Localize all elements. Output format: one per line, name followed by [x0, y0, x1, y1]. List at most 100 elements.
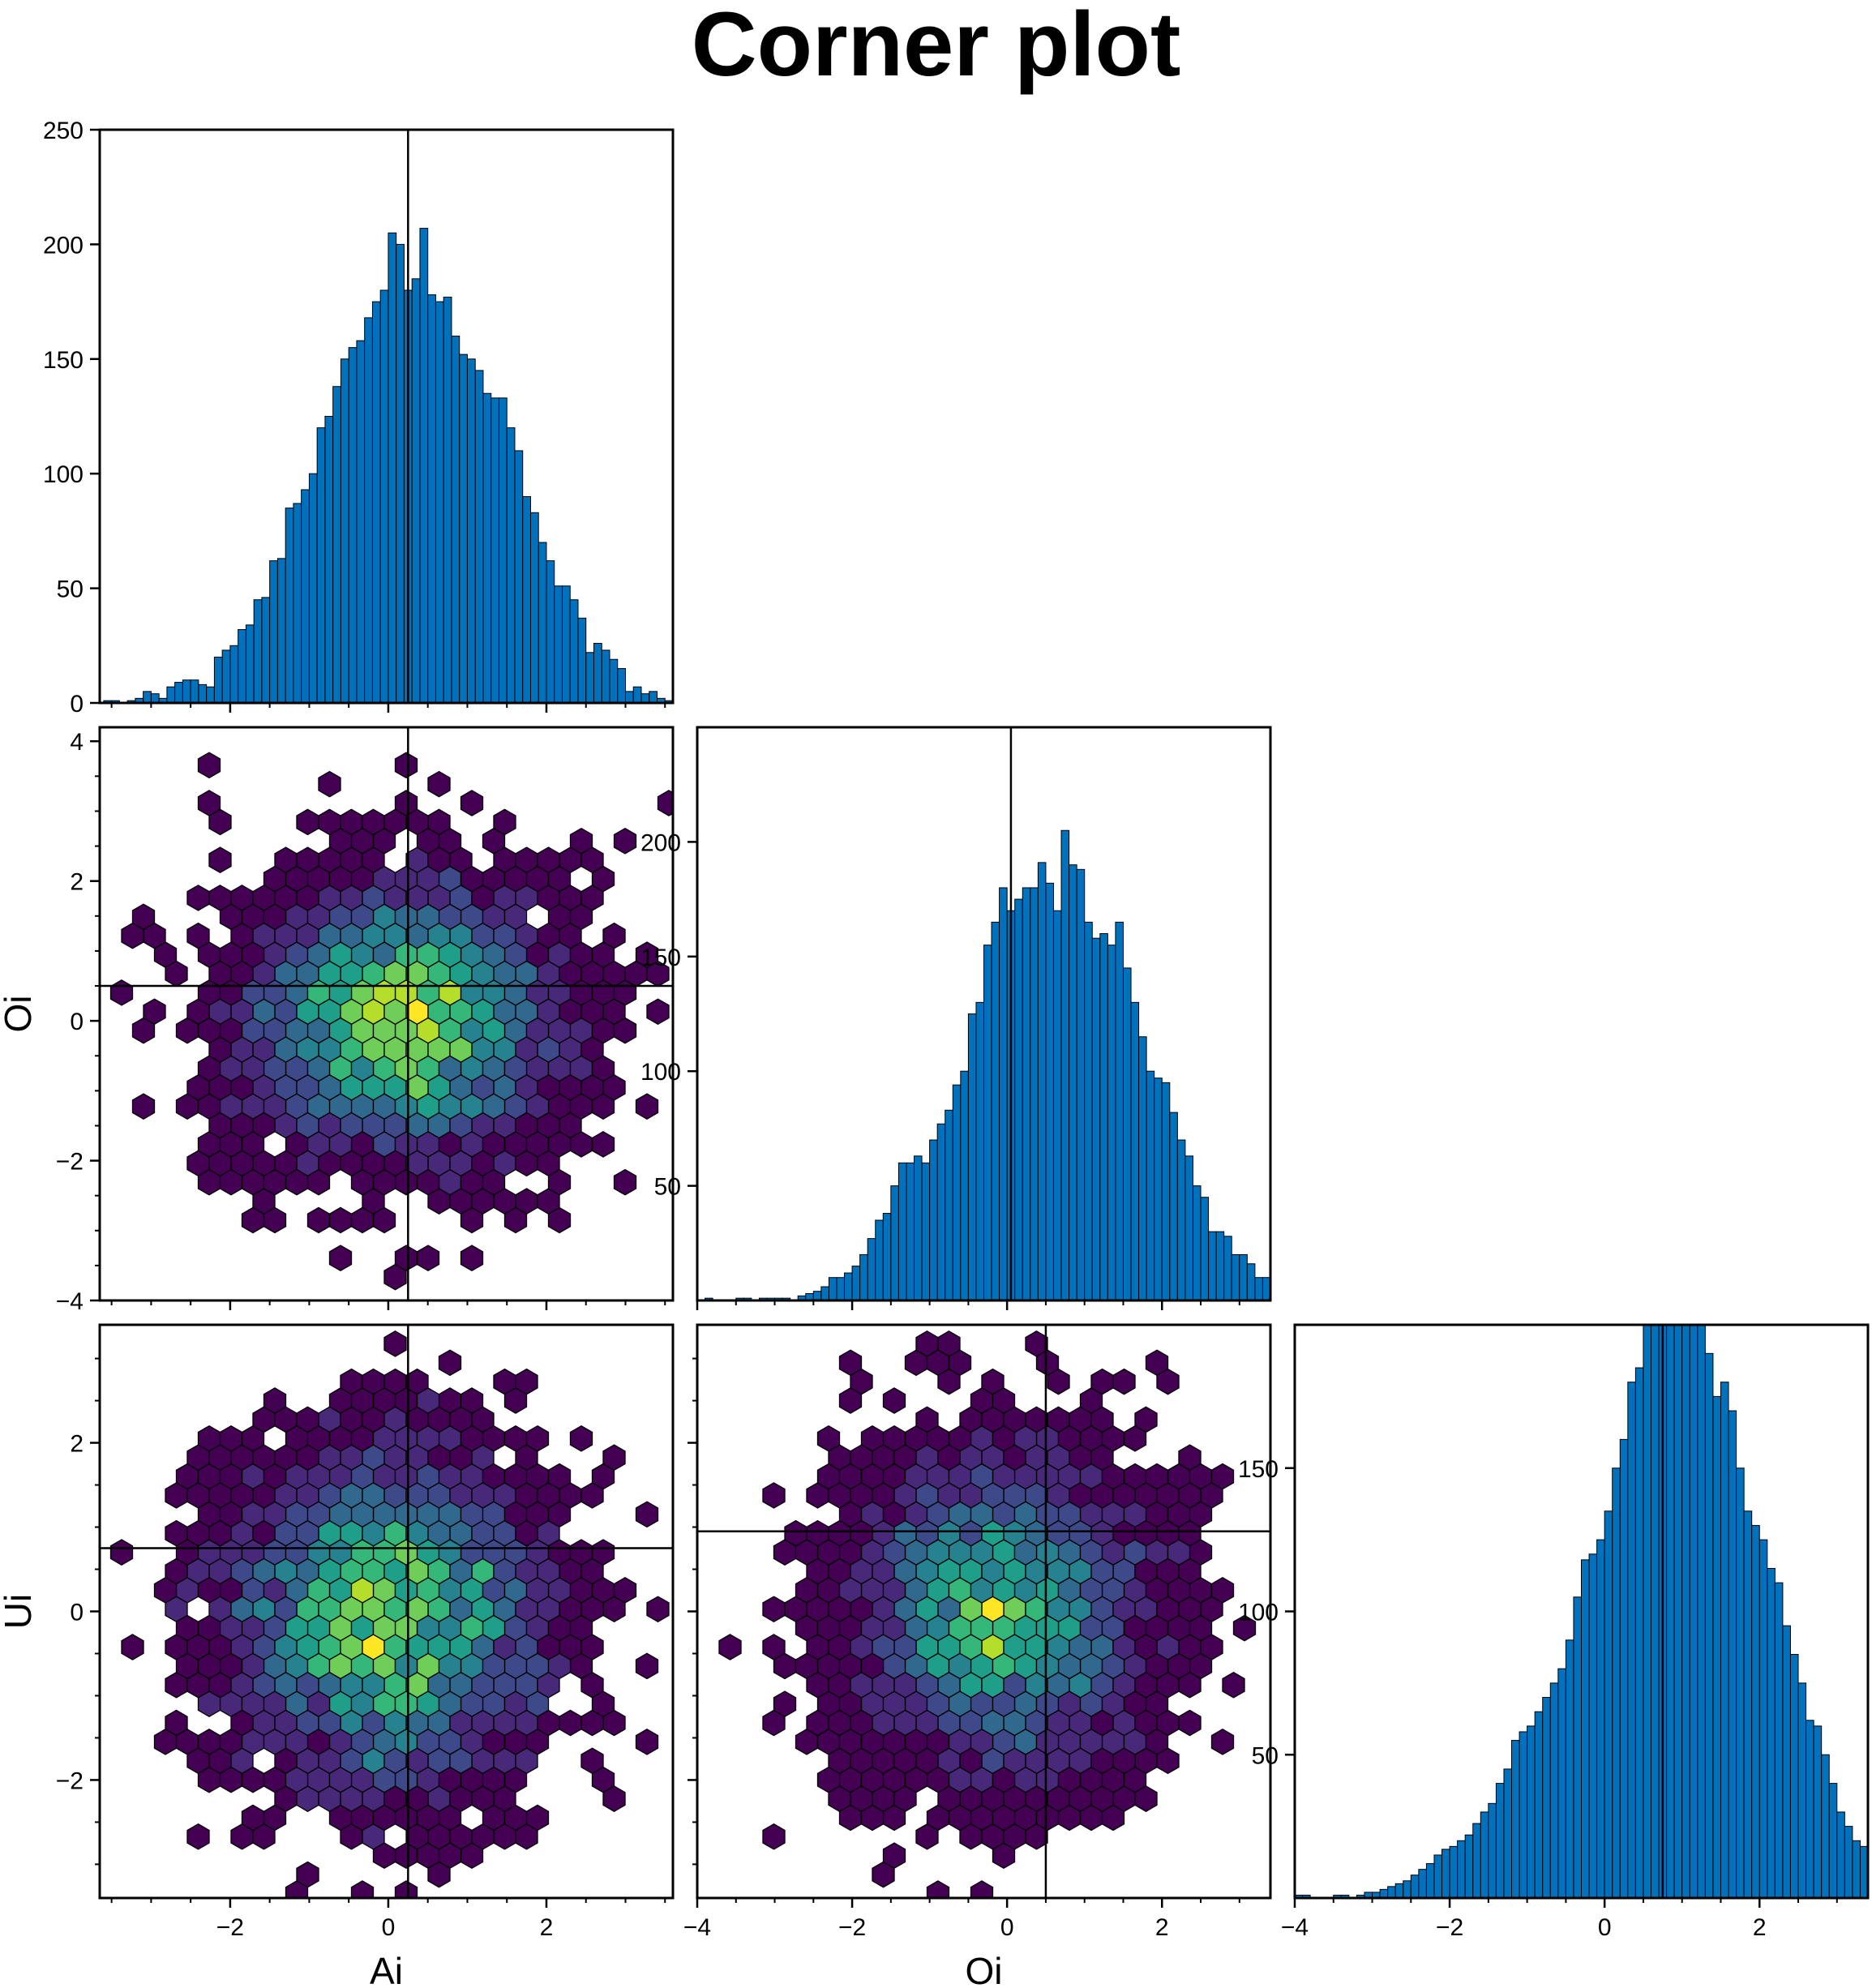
- panel-frame: [98, 726, 675, 1302]
- hexbin-cell: [383, 1330, 407, 1357]
- hexbin-cell: [274, 1150, 298, 1177]
- hexbin-cell: [219, 1168, 243, 1196]
- hexbin-cell: [1134, 1785, 1158, 1812]
- x-axis-label: Oi: [966, 1950, 1003, 1988]
- hexbin-cell: [340, 808, 363, 836]
- hexbin-cell: [850, 1519, 873, 1547]
- histogram-bar: [1828, 1783, 1838, 1898]
- histogram-bar: [1246, 1263, 1256, 1300]
- histogram-bar: [190, 679, 199, 703]
- y-tick-label: 4: [70, 729, 84, 756]
- hexbin-cell: [318, 1073, 341, 1101]
- histogram-bar: [890, 1185, 899, 1300]
- x-tick-label: 2: [1753, 1914, 1767, 1941]
- hexbin-cell: [602, 1073, 626, 1101]
- hexbin-cell: [537, 998, 560, 1026]
- hexbin-cell: [471, 885, 495, 911]
- histogram-bar: [1115, 921, 1124, 1300]
- histogram-bar: [1037, 862, 1047, 1300]
- hexbin-cell: [372, 1614, 396, 1642]
- histogram-bar: [617, 668, 626, 703]
- histogram-bar: [1138, 1036, 1147, 1300]
- hexbin-cell: [602, 1596, 626, 1623]
- hexbin-cell: [340, 1596, 363, 1623]
- hexbin-cell: [547, 1463, 572, 1490]
- hexbin-cell: [306, 941, 331, 968]
- hexbin-cell: [197, 1577, 221, 1604]
- hexbin-cell: [525, 1577, 550, 1604]
- hexbin-cell: [405, 808, 429, 836]
- hexbin-cell: [1145, 1729, 1169, 1755]
- histogram-bar: [1488, 1802, 1497, 1898]
- histogram-bar: [561, 585, 571, 703]
- histogram-bar: [569, 599, 579, 703]
- hexbin-cell: [460, 1387, 484, 1414]
- hexbin-cell: [449, 1785, 473, 1812]
- hexbin-cell: [981, 1557, 1005, 1585]
- histogram-bar: [1425, 1863, 1435, 1898]
- hexbin-cell: [372, 1842, 396, 1870]
- histogram-bar: [269, 560, 278, 703]
- histogram-bar: [1534, 1711, 1544, 1898]
- hexbin-cell: [591, 865, 615, 893]
- hexbin-cell: [602, 1444, 626, 1472]
- hexbin-cell: [394, 1690, 418, 1717]
- hexbin-cell: [1112, 1368, 1136, 1395]
- histogram-bar: [198, 683, 208, 703]
- hexbin-cell: [882, 1614, 906, 1642]
- hexbin-cell: [394, 1463, 418, 1490]
- hexbin-cell: [208, 1519, 232, 1547]
- histogram-bar: [1161, 1082, 1171, 1300]
- hexbin-cell: [1057, 1425, 1082, 1452]
- panel-hist-Ai: 0 50 100 150 200 250: [43, 118, 675, 718]
- histogram-bar: [1681, 1325, 1690, 1898]
- hexbin-cell: [926, 1690, 950, 1717]
- histogram-bar: [1208, 1231, 1217, 1300]
- histogram-bar: [820, 1286, 829, 1300]
- hexbin-cell: [1003, 1671, 1026, 1699]
- hexbin-cell: [186, 885, 210, 911]
- panel-hexbin-Ai-Ui: −2 0 2 −2 0 2 Ai Ui: [0, 1323, 675, 1988]
- hexbin-cell: [186, 922, 210, 949]
- panel-hist-Oi: 50 100 150 200: [640, 726, 1340, 1310]
- y-tick-label: 200: [43, 232, 84, 259]
- panel-frame: [98, 128, 675, 705]
- hexbin-cell: [959, 1709, 983, 1737]
- hexbin-cell: [893, 1519, 917, 1547]
- hexbin-cell: [580, 1747, 604, 1775]
- histogram-bar: [1254, 1277, 1263, 1300]
- hexbin-cell: [296, 1671, 319, 1699]
- hexbin-cell: [340, 922, 363, 949]
- histogram-bar: [1332, 1298, 1340, 1300]
- hexbin-cell: [394, 1880, 418, 1898]
- histogram-bar: [1403, 1880, 1411, 1898]
- histogram-bar: [506, 427, 516, 703]
- histogram-bar: [411, 278, 421, 703]
- hexbin-cell: [591, 1539, 615, 1566]
- plot-area: [705, 727, 1340, 1300]
- hexbin-cell: [197, 752, 221, 779]
- hexbin-cell: [1025, 1330, 1048, 1357]
- hexbin-cell: [449, 1036, 473, 1063]
- y-tick-label: 2: [70, 1431, 84, 1458]
- hexbin-cell: [970, 1463, 994, 1490]
- histogram-bar: [1751, 1524, 1760, 1898]
- x-tick-label: −4: [1281, 1914, 1309, 1941]
- y-tick-label: 0: [70, 691, 84, 718]
- histogram-bar: [308, 473, 318, 703]
- hexbin-cell: [1047, 1368, 1070, 1395]
- histogram-bar: [1527, 1725, 1536, 1898]
- histogram-bar: [1076, 868, 1086, 1300]
- histogram-bar: [1767, 1567, 1776, 1898]
- histogram-bar: [1549, 1682, 1559, 1898]
- hexbin-cell: [718, 1634, 742, 1660]
- histogram-bar: [1503, 1768, 1513, 1898]
- histogram-bar: [371, 301, 381, 703]
- hexbin-cell: [362, 1150, 385, 1177]
- histogram-bar: [1239, 1253, 1248, 1300]
- histogram-bar: [1581, 1559, 1590, 1898]
- x-tick-label: −4: [683, 1914, 711, 1941]
- histogram-bar: [427, 294, 436, 703]
- histogram-bar: [1728, 1410, 1737, 1898]
- hexbin-cell: [186, 1823, 210, 1850]
